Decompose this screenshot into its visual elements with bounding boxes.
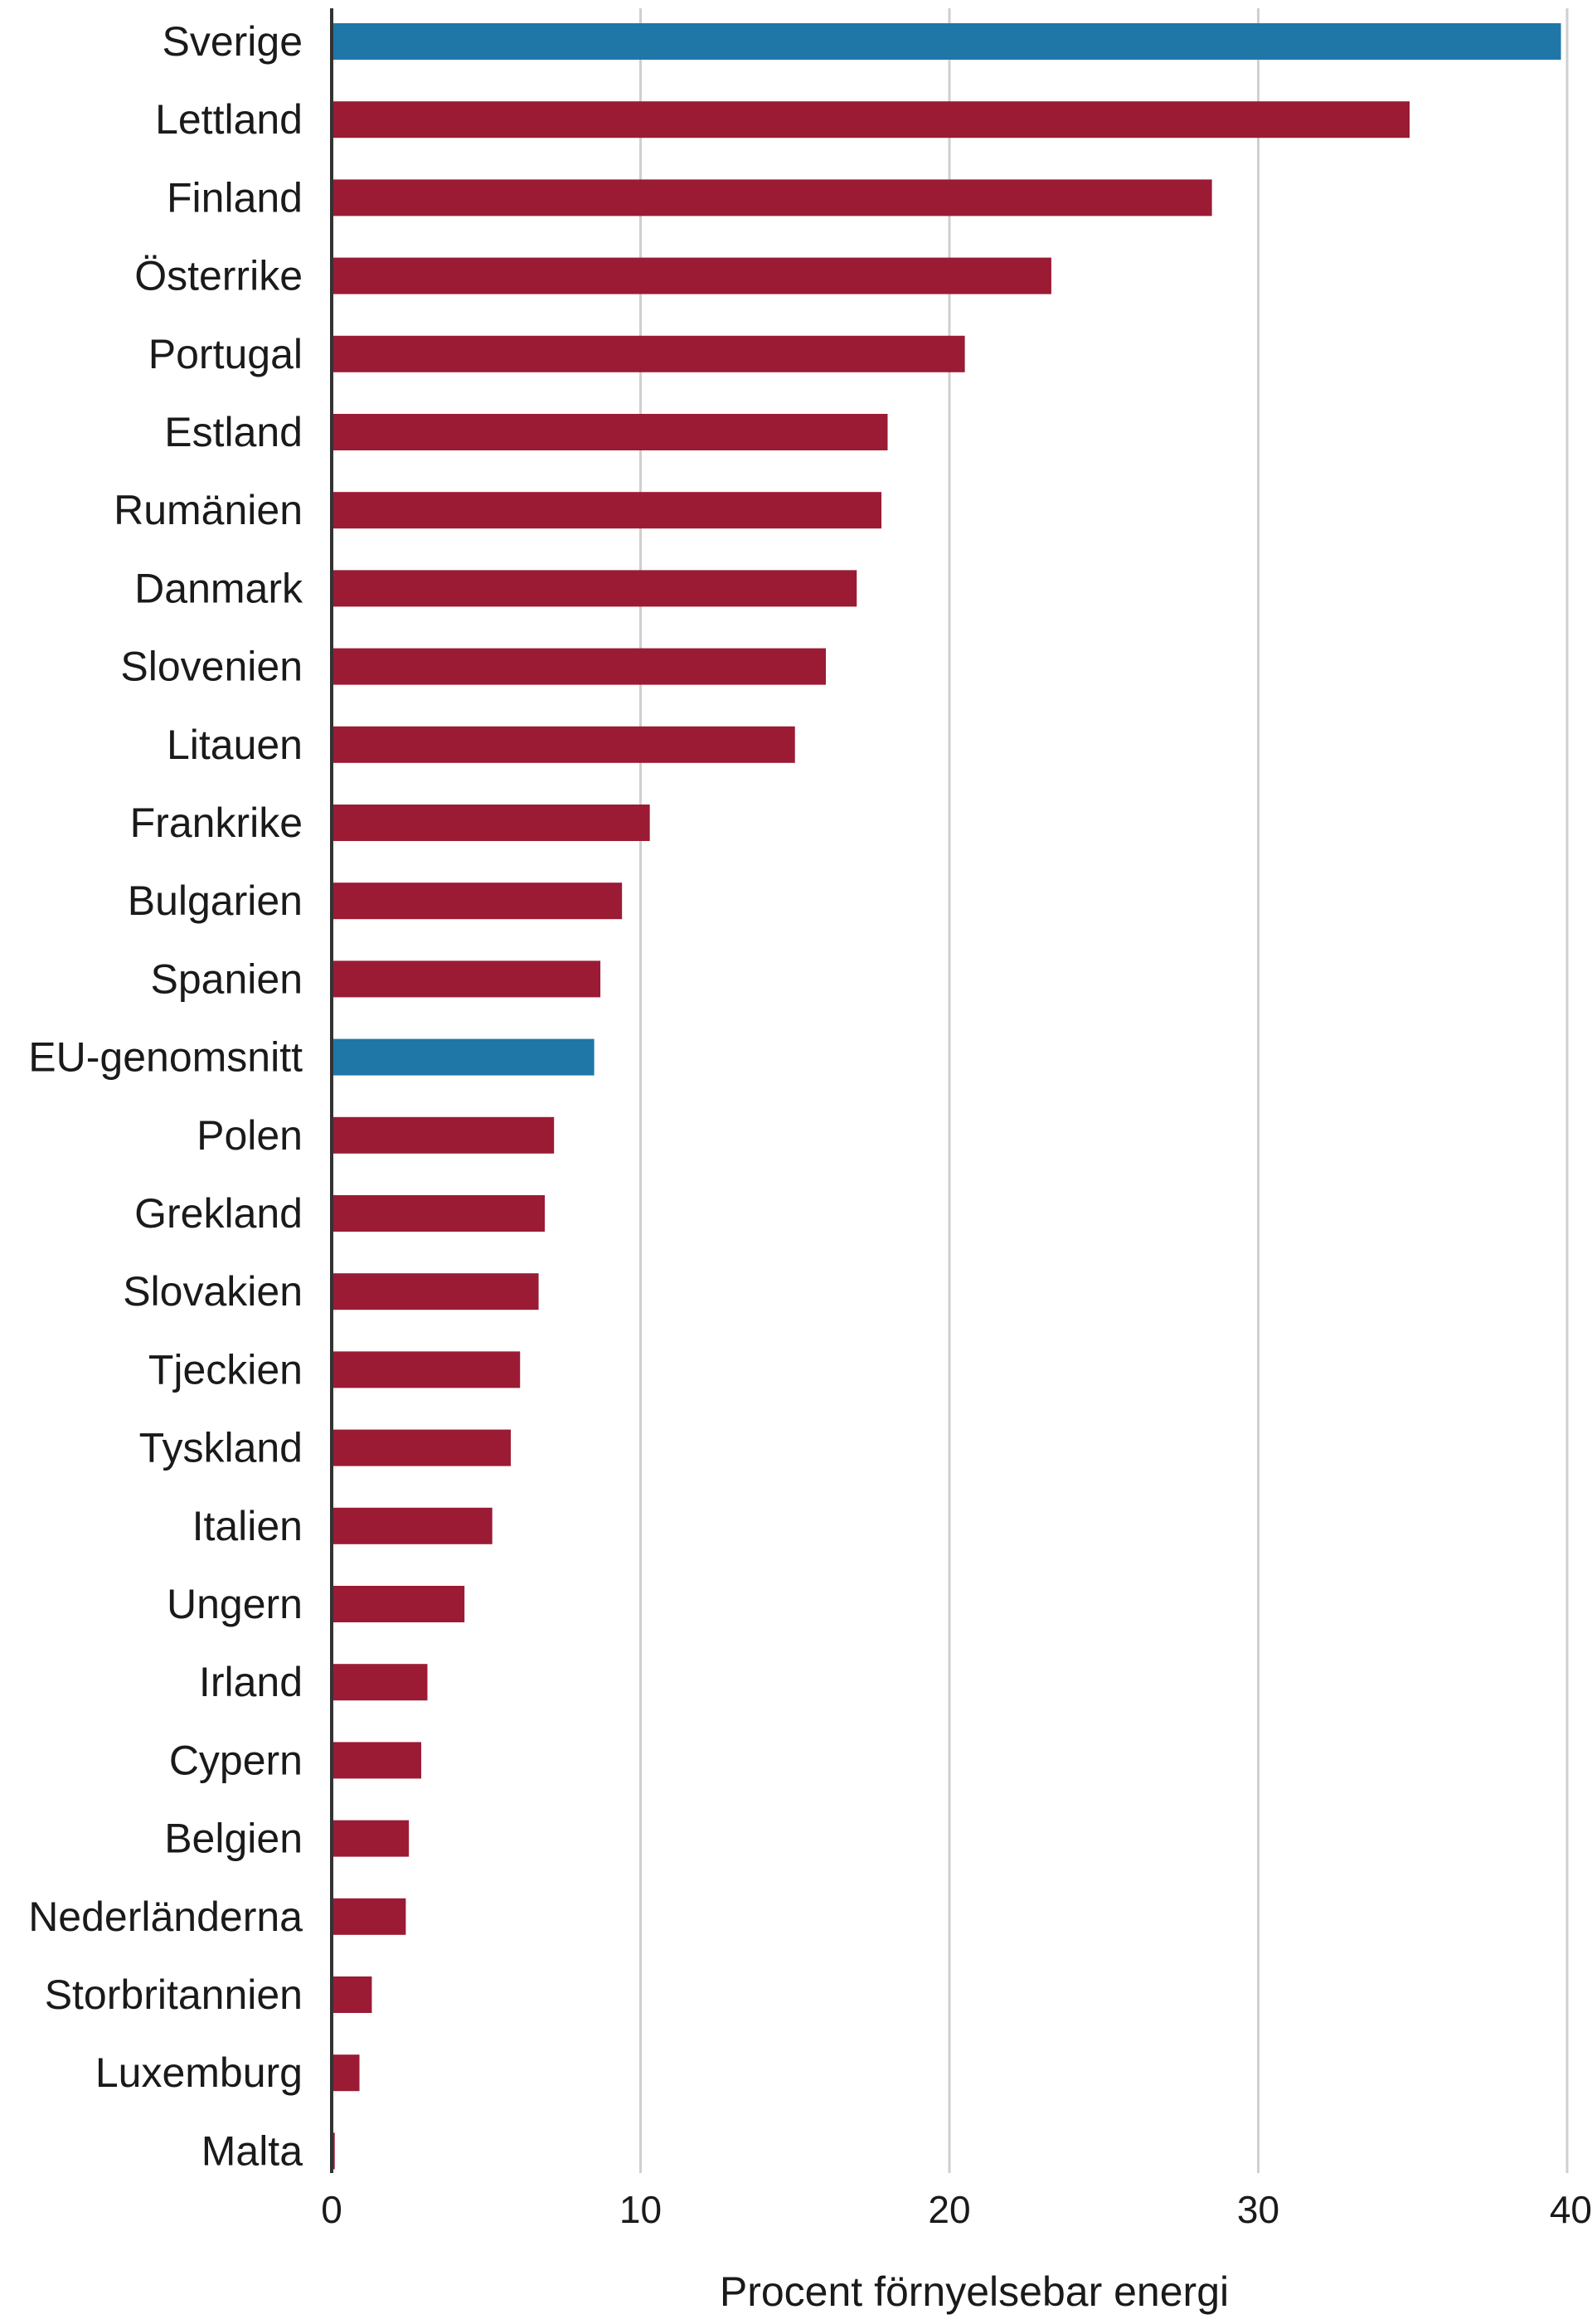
bar-estland — [332, 414, 888, 450]
bar-nederlanderna — [332, 1898, 406, 1935]
x-tick-label-30: 30 — [1237, 2188, 1279, 2231]
gridlines — [639, 8, 1569, 2173]
bar-belgien — [332, 1820, 410, 1857]
x-tick-label-40: 40 — [1550, 2188, 1592, 2231]
bar-polen — [332, 1116, 555, 1154]
category-label-grekland: Grekland — [134, 1190, 303, 1237]
category-label-cypern: Cypern — [169, 1737, 303, 1783]
bar-storbritannien — [332, 1976, 372, 2013]
category-label-sverige: Sverige — [162, 18, 303, 65]
category-label-nederlanderna: Nederländerna — [28, 1894, 303, 1940]
category-label-eu-genomsnitt: EU-genomsnitt — [28, 1034, 303, 1081]
category-label-irland: Irland — [199, 1659, 303, 1705]
bar-sverige — [332, 23, 1561, 60]
bar-ungern — [332, 1586, 465, 1622]
category-label-malta: Malta — [201, 2127, 303, 2174]
category-label-spanien: Spanien — [151, 955, 303, 1002]
x-tick-label-0: 0 — [321, 2188, 342, 2231]
bar-finland — [332, 179, 1212, 216]
x-tick-label-10: 10 — [619, 2188, 662, 2231]
bar-irland — [332, 1664, 428, 1701]
bar-tjeckien — [332, 1351, 521, 1388]
bar-frankrike — [332, 805, 650, 841]
category-label-ungern: Ungern — [167, 1581, 303, 1627]
bar-spanien — [332, 960, 601, 998]
bar-slovenien — [332, 648, 826, 685]
x-axis-title: Procent förnyelsebar energi — [720, 2268, 1229, 2315]
bar-portugal — [332, 335, 965, 372]
category-label-osterrike: Österrike — [134, 253, 303, 299]
category-label-danmark: Danmark — [134, 565, 303, 611]
bar-slovakien — [332, 1273, 539, 1310]
category-label-frankrike: Frankrike — [130, 800, 303, 846]
category-label-finland: Finland — [167, 174, 303, 221]
bar-litauen — [332, 726, 795, 763]
category-label-tyskland: Tyskland — [139, 1425, 303, 1471]
category-labels: Sverige Lettland Finland Österrike Portugal E… — [28, 18, 303, 2174]
category-label-polen: Polen — [197, 1112, 303, 1159]
category-label-slovakien: Slovakien — [123, 1268, 303, 1315]
category-label-belgien: Belgien — [164, 1816, 303, 1862]
bar-lettland — [332, 101, 1410, 139]
bar-eu-genomsnitt — [332, 1038, 595, 1076]
bar-cypern — [332, 1742, 422, 1779]
bars — [332, 23, 1561, 2170]
category-label-lettland: Lettland — [155, 96, 303, 143]
category-label-storbritannien: Storbritannien — [45, 1972, 303, 2018]
x-tick-label-20: 20 — [928, 2188, 970, 2231]
bar-osterrike — [332, 257, 1051, 294]
category-label-italien: Italien — [192, 1503, 303, 1549]
bar-luxemburg — [332, 2054, 360, 2092]
category-label-portugal: Portugal — [148, 331, 303, 377]
category-label-tjeckien: Tjeckien — [148, 1346, 303, 1393]
bar-danmark — [332, 570, 857, 607]
bar-bulgarien — [332, 882, 623, 920]
category-label-bulgarien: Bulgarien — [128, 878, 303, 924]
category-label-rumanien: Rumänien — [114, 487, 303, 533]
category-label-luxemburg: Luxemburg — [95, 2049, 303, 2096]
category-label-litauen: Litauen — [167, 722, 303, 768]
bar-italien — [332, 1507, 493, 1544]
bar-tyskland — [332, 1429, 512, 1466]
category-label-slovenien: Slovenien — [120, 644, 303, 690]
category-label-estland: Estland — [164, 409, 303, 455]
bar-grekland — [332, 1195, 546, 1232]
bar-rumanien — [332, 492, 882, 529]
x-axis: 0 10 20 30 40 — [321, 8, 1592, 2231]
